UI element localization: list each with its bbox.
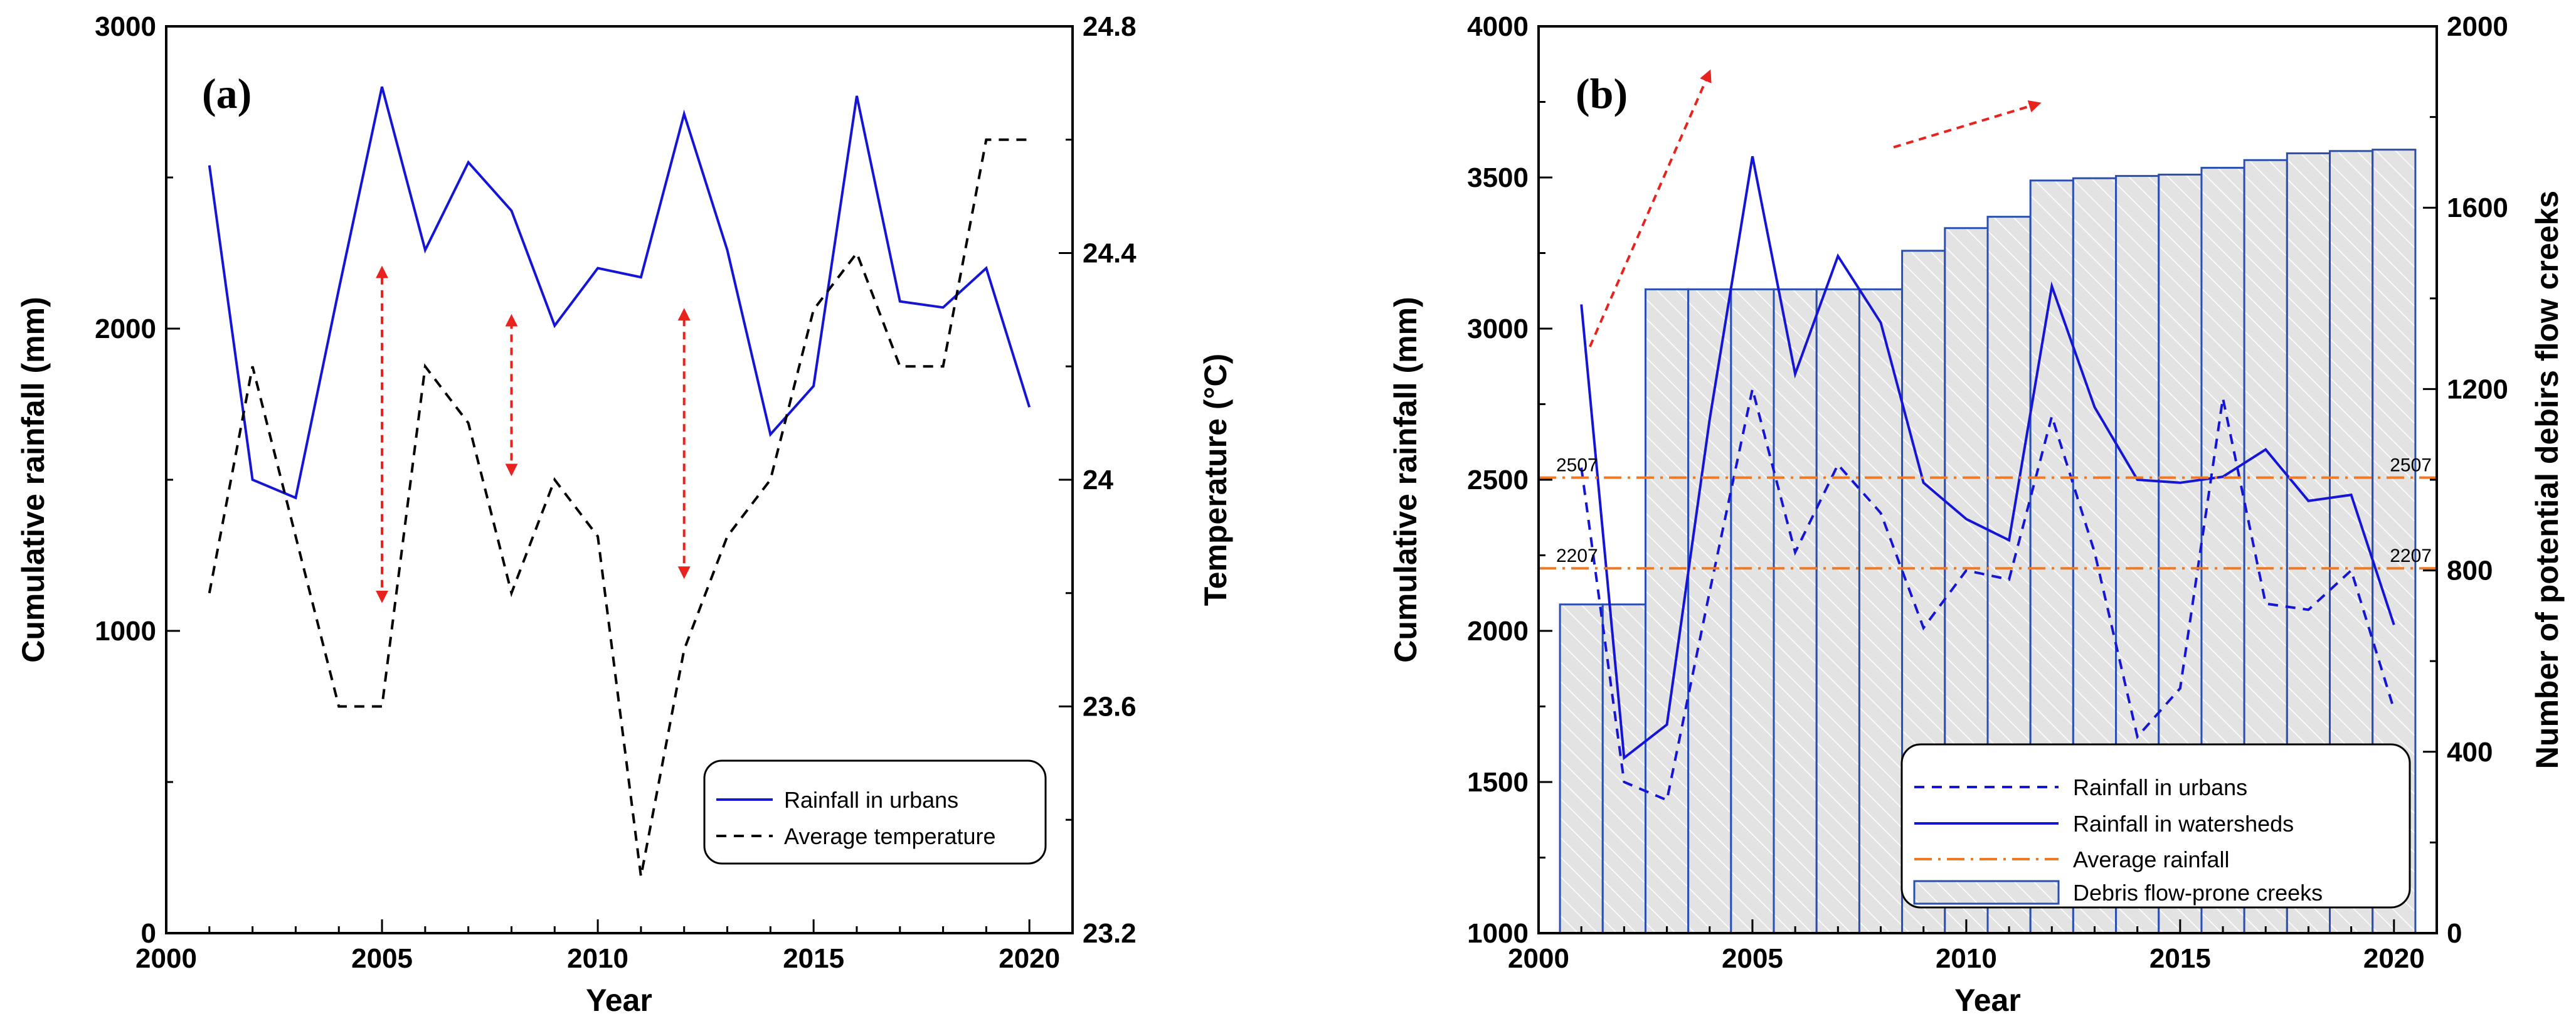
panel-b-average-label-right-2207: 2207 [2390,546,2432,566]
panel-a-axes: 2000 2005 2010 2015 2020 0 1000 2000 3000 23.2 23.… [95,11,1137,974]
panel-b-bar-2008 [1858,288,1904,934]
panel-b-bar-2005 [1730,288,1775,934]
panel-b-legend-label-watershed: Rainfall in watersheds [2073,811,2294,837]
panel-b-legend-box [1900,743,2411,909]
panel-b-right-y-tick-label-1200: 1200 [2447,374,2508,404]
panel-b-right-y-tick-label-2000: 2000 [2447,11,2508,42]
panel-b-y-axis-title: Cumulative rainfall (mm) [1388,297,1423,662]
panel-b-y-tick-label-1500: 1500 [1467,767,1529,798]
panel-b-bar-2002 [1601,603,1646,934]
panel-b-legend-swatch-creeks [1913,880,2060,905]
panel-a-x-tick-label-2020: 2020 [999,943,1060,974]
panel-b-bar-2006 [1773,288,1818,934]
panel-b-legend-label-urban: Rainfall in urbans [2073,774,2247,800]
panel-b-y-tick-label-3000: 3000 [1467,314,1529,344]
panel-a-y-tick-label-2000: 2000 [95,314,156,344]
panel-b-y-tick-label-2000: 2000 [1467,616,1529,647]
panel-a-right-axis-title: Temperature (°C) [1198,354,1233,606]
panel-a-legend-label-temperature: Average temperature [784,823,996,849]
panel-b-trend-arrow-2 [1893,100,2042,149]
panel-a-right-y-tick-label-24.4: 24.4 [1083,238,1137,269]
panel-a-x-axis-title: Year [586,983,652,1018]
panel-b-x-tick-label-2005: 2005 [1722,943,1783,974]
panel-b-x-tick-label-2015: 2015 [2149,943,2211,974]
panel-b-axes: 2000 2005 2010 2015 2020 1000 1500 2000 2500 3000… [1467,11,2508,974]
panel-b-average-label-right-2507: 2507 [2390,455,2432,476]
panel-b-y-tick-label-1000: 1000 [1467,918,1529,949]
panel-b-bar-2007 [1815,288,1860,934]
panel-b-series-rainfall-in-watersheds [1580,156,2395,761]
panel-b-legend-label-average: Average rainfall [2073,847,2230,872]
panel-a-right-y-tick-label-24: 24 [1083,465,1113,495]
panel-a-y-tick-label-0: 0 [141,918,156,949]
panel-b: 2507 2507 2207 2207 2000 2005 2010 2015 2020 100… [1388,11,2565,1018]
panel-b-right-y-tick-label-400: 400 [2447,737,2493,768]
panel-b-x-tick-label-2010: 2010 [1936,943,1997,974]
panel-b-right-y-tick-label-0: 0 [2447,918,2462,949]
panel-a-x-tick-label-2005: 2005 [351,943,413,974]
panel-a-y-tick-label-3000: 3000 [95,11,156,42]
panel-b-x-tick-label-2000: 2000 [1508,943,1569,974]
panel-b-right-y-tick-label-1600: 1600 [2447,193,2508,223]
panel-a: 2000 2005 2010 2015 2020 0 1000 2000 3000 23.2 23.… [16,11,1233,1018]
panel-b-y-tick-label-3500: 3500 [1467,162,1529,193]
panel-b-right-y-tick-label-800: 800 [2447,556,2493,586]
panel-a-x-tick-label-2000: 2000 [135,943,197,974]
panel-b-label: (b) [1576,70,1628,117]
panel-b-x-axis-title: Year [1954,983,2021,1018]
panel-b-legend: Rainfall in urbans Rainfall in watershed… [1900,743,2411,909]
panel-a-y-tick-label-1000: 1000 [95,616,156,647]
panel-a-plot-area [208,86,1031,877]
panel-b-average-label-left-2507: 2507 [1556,455,1598,476]
panel-b-bar-2001 [1559,603,1604,934]
panel-a-right-y-tick-label-23.6: 23.6 [1083,692,1137,722]
panel-b-legend-label-creeks: Debris flow-prone creeks [2073,880,2323,906]
panel-a-legend-box [703,759,1047,865]
panel-a-right-y-tick-label-23.2: 23.2 [1083,918,1137,949]
panel-b-y-tick-label-4000: 4000 [1467,11,1529,42]
panel-a-x-tick-label-2010: 2010 [567,943,628,974]
panel-b-trend-arrow-1 [1588,69,1712,347]
panel-b-right-axis-title: Number of potential debirs flow creeks [2530,191,2565,769]
panel-a-series-average-temperature [208,138,1030,877]
panel-a-y-axis-title: Cumulative rainfall (mm) [16,297,51,662]
panel-a-label: (a) [202,70,252,117]
panel-a-x-tick-label-2015: 2015 [783,943,844,974]
panel-a-series-rainfall-in-urbans [208,86,1031,500]
panel-b-average-label-left-2207: 2207 [1556,546,1598,566]
panel-a-legend-label-urban: Rainfall in urbans [784,787,958,813]
panel-b-x-tick-label-2020: 2020 [2363,943,2425,974]
panel-b-y-tick-label-2500: 2500 [1467,465,1529,495]
panel-a-right-y-tick-label-24.8: 24.8 [1083,11,1137,42]
panel-a-legend: Rainfall in urbans Average temperature [703,759,1047,865]
panel-b-bar-2004 [1687,288,1732,934]
